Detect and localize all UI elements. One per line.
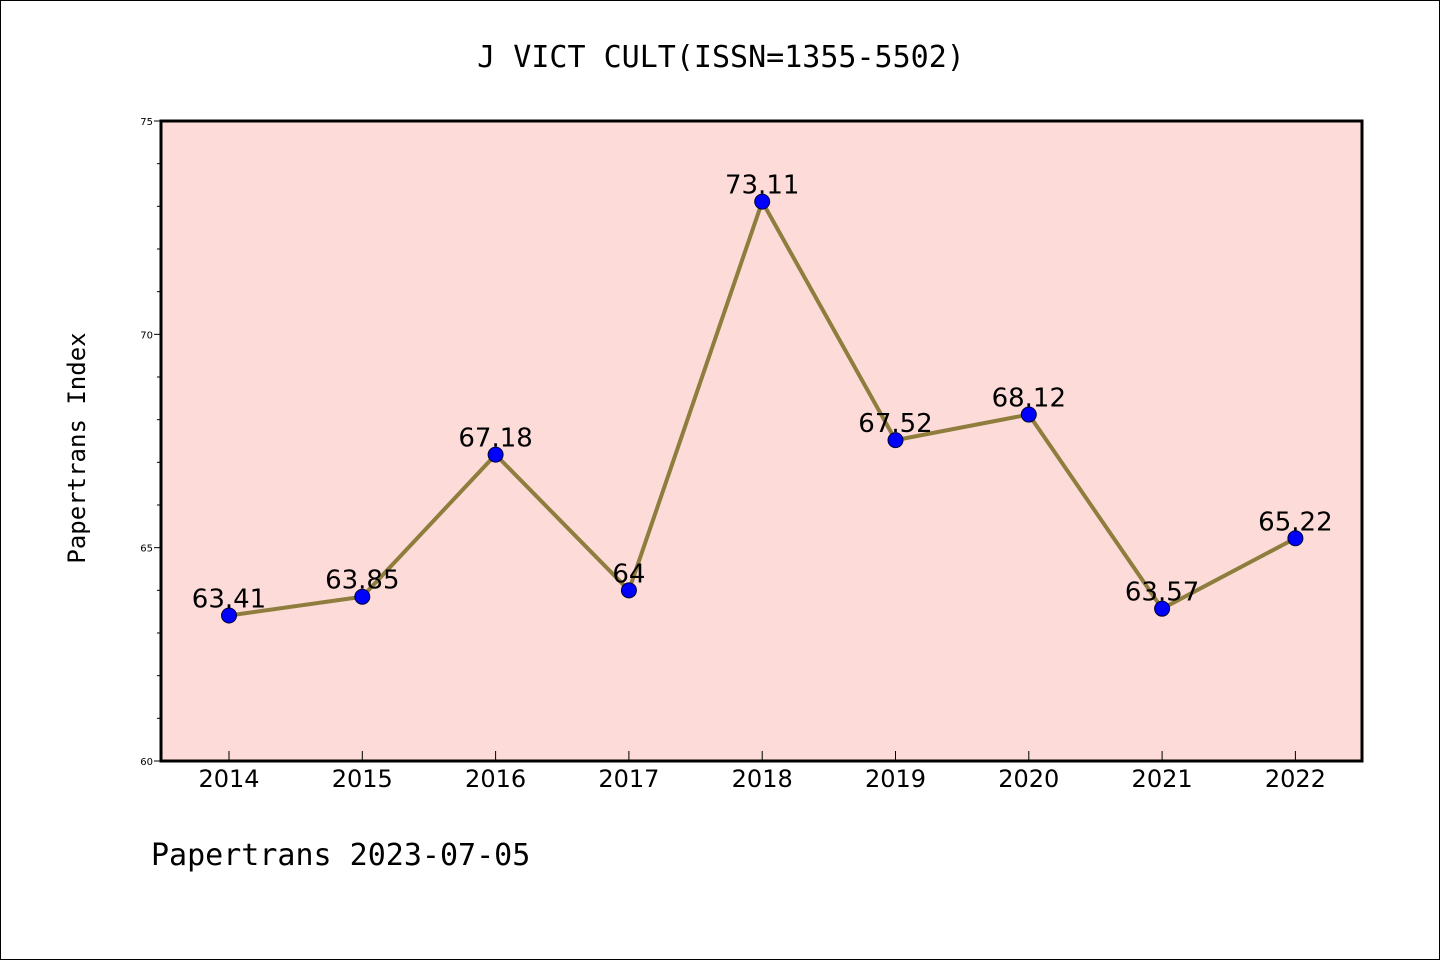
- data-label: 63.41: [192, 585, 266, 615]
- y-tick-label: 65: [140, 544, 153, 555]
- data-label: 67.18: [458, 424, 532, 454]
- x-tick-label: 2014: [198, 765, 259, 793]
- chart-title: J VICT CULT(ISSN=1355-5502): [477, 40, 965, 75]
- y-axis-label: Papertrans Index: [63, 332, 91, 563]
- data-label: 65.22: [1258, 507, 1332, 537]
- y-axis: 60 65 70 75: [140, 117, 161, 768]
- data-point: [620, 582, 637, 599]
- x-tick-label: 2017: [598, 765, 659, 793]
- data-label: 67.52: [858, 409, 932, 439]
- plot-area: [159, 119, 1364, 763]
- data-label: 68.12: [992, 384, 1066, 414]
- data-label: 63.85: [325, 566, 399, 596]
- data-label: 64: [612, 559, 645, 589]
- x-axis: 2014 2015 2016 2017 2018 2019 2020 2021 2022: [198, 751, 1326, 793]
- x-tick-label: 2018: [732, 765, 793, 793]
- series: 63.41 63.85 67.18 64 73.11 67.52 68.12 63.57 65.…: [192, 171, 1333, 624]
- data-point: [1020, 406, 1037, 423]
- x-tick-label: 2019: [865, 765, 926, 793]
- x-tick-label: 2021: [1132, 765, 1193, 793]
- data-point: [887, 432, 904, 449]
- data-point: [1154, 600, 1171, 617]
- y-tick-label: 70: [140, 330, 153, 341]
- footer-text: Papertrans 2023-07-05: [151, 838, 530, 873]
- data-point: [487, 446, 504, 463]
- data-point: [221, 607, 237, 624]
- data-label: 73.11: [725, 171, 799, 201]
- x-tick-label: 2015: [332, 765, 393, 793]
- data-point: [354, 588, 371, 605]
- y-tick-label: 60: [140, 757, 153, 768]
- data-point: [1287, 530, 1304, 547]
- x-tick-label: 2022: [1265, 765, 1326, 793]
- x-tick-label: 2016: [465, 765, 526, 793]
- x-tick-label: 2020: [998, 765, 1059, 793]
- data-point: [754, 193, 771, 210]
- data-label: 63.57: [1125, 578, 1199, 608]
- y-tick-label: 75: [140, 117, 153, 128]
